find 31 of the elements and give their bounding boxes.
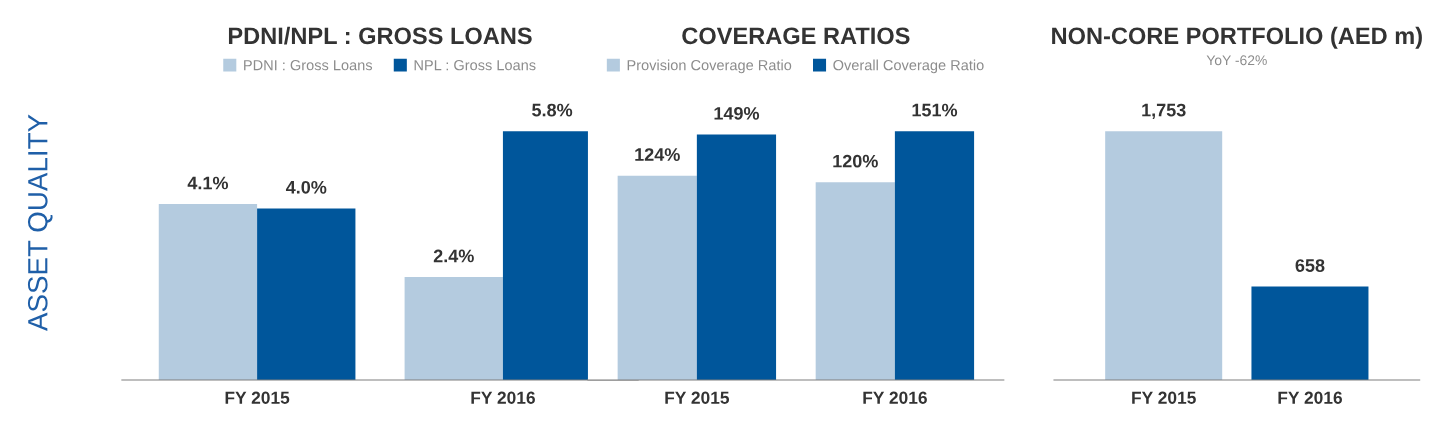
chart-title: NON-CORE PORTFOLIO (AED m) [1052, 26, 1422, 49]
data-label: 1,753 [1142, 103, 1186, 120]
data-label: 658 [1295, 259, 1325, 272]
x-tick-label: FY 2015 [225, 391, 290, 404]
chart-subtitle: YoY -62% [1206, 55, 1267, 66]
chart-title: COVERAGE RATIOS [682, 27, 910, 45]
x-tick-label: FY 2016 [1278, 391, 1342, 404]
text: ASSET QUALITY [27, 114, 53, 332]
bar [257, 208, 356, 381]
data-label: 2.4% [433, 249, 474, 263]
legend-label: PDNI : Gross Loans [244, 60, 373, 71]
x-tick-label: FY 2015 [1132, 391, 1196, 404]
data-label: 5.8% [532, 103, 573, 117]
legend-label: Provision Coverage Ratio [627, 59, 792, 74]
bar [894, 131, 975, 381]
bar [158, 204, 258, 381]
data-label: 149% [714, 106, 760, 120]
x-tick-label: FY 2015 [665, 391, 730, 404]
data-label: 4.0% [285, 180, 327, 194]
data-label: 124% [635, 148, 680, 161]
x-tick-label: FY 2016 [471, 391, 535, 404]
data-label: 4.1% [187, 176, 229, 190]
x-tick-label: FY 2016 [863, 391, 927, 404]
legend-label: NPL : Gross Loans [414, 60, 536, 71]
data-label: 151% [912, 103, 958, 117]
legend-label: Overall Coverage Ratio [833, 59, 984, 74]
chart-title: PDNI/NPL : GROSS LOANS [228, 26, 532, 45]
bar [815, 182, 895, 381]
bar [696, 134, 777, 381]
bar [404, 277, 503, 381]
data-label: 120% [833, 154, 878, 168]
